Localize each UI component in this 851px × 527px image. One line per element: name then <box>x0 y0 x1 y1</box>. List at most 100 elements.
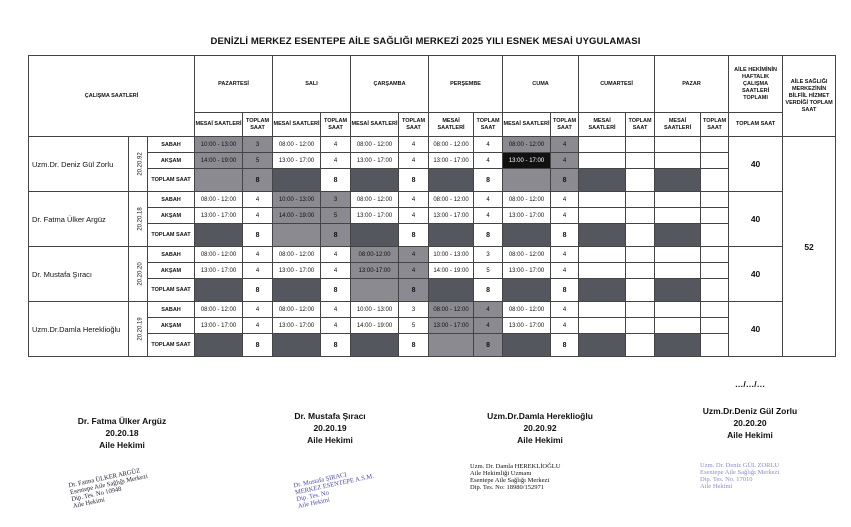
shaded-cell <box>194 223 244 247</box>
mesai-header: MESAİ SAATLERİ <box>578 112 627 137</box>
signature-name: Dr. Fatma Ülker Argüz <box>77 416 167 426</box>
mesai-cell <box>654 317 702 334</box>
mesai-cell: 13:00 - 17:00 <box>502 207 552 224</box>
weekly-sub-header: TOPLAM SAAT <box>728 112 784 137</box>
hours-cell <box>700 152 730 169</box>
shaded-cell <box>272 278 322 302</box>
mesai-cell <box>578 136 627 153</box>
mesai-cell <box>654 152 702 169</box>
shaded-cell <box>428 333 475 357</box>
shaded-cell <box>654 223 702 247</box>
signature-name: Uzm.Dr.Damla Hereklioğlu <box>487 411 593 421</box>
shaded-cell <box>502 278 552 302</box>
day-total-cell <box>625 278 656 302</box>
doctor-name: Uzm.Dr. Deniz Gül Zorlu <box>28 136 129 192</box>
signature-code: 20.20.20 <box>733 418 767 428</box>
mesai-header: MESAİ SAATLERİ <box>428 112 475 137</box>
table-row: TOPLAM SAAT 8 8 8 8 8 <box>29 223 836 247</box>
hours-cell: 4 <box>550 317 580 334</box>
mesai-cell: 08:00 - 12:00 <box>272 301 322 318</box>
hours-cell: 4 <box>398 191 430 208</box>
stamp-image: Dr. Fatma ÜLKER ARGÜZ Esentepe Aile Sağlı… <box>67 467 149 510</box>
day-total-cell: 8 <box>320 168 352 192</box>
mesai-cell: 13:00 - 17:00 <box>502 262 552 279</box>
row-label-toplam: TOPLAM SAAT <box>146 278 196 302</box>
day-header: SALI <box>272 55 352 113</box>
stamp-image: Uzm. Dr. Deniz GÜL ZORLU Esentepe Aile Sa… <box>700 462 780 490</box>
shaded-cell <box>578 333 627 357</box>
signature-role: Aile Hekimi <box>727 430 773 440</box>
shaded-cell <box>654 168 702 192</box>
toplam-header: TOPLAM SAAT <box>550 112 580 137</box>
mesai-cell: 10:00 - 13:00 <box>272 191 322 208</box>
hours-cell: 4 <box>398 207 430 224</box>
hours-cell: 3 <box>398 301 430 318</box>
table-row: AKŞAM 14:00 - 19:00 5 13:00 - 17:00 4 13:00 -… <box>29 152 836 169</box>
doctor-code: 20.20.19 <box>128 301 148 357</box>
mesai-cell: 14:00 - 19:00 <box>428 262 475 279</box>
signature-block: …/…/… Uzm.Dr.Deniz Gül Zorlu 20.20.20 Aile … <box>680 379 820 441</box>
mesai-cell: 08:00 - 12:00 <box>272 246 322 263</box>
hours-cell: 4 <box>398 136 430 153</box>
day-total-cell: 8 <box>473 333 504 357</box>
working-hours-header: ÇALIŞMA SAATLERİ <box>27 55 196 137</box>
row-label-sabah: SABAH <box>146 301 196 318</box>
table-row: AKŞAM 13:00 - 17:00 4 13:00 - 17:00 4 14:00 -… <box>29 317 836 334</box>
shaded-cell <box>272 168 322 192</box>
mesai-cell: 14:00 - 19:00 <box>272 207 322 224</box>
mesai-cell: 08:00 - 12:00 <box>272 136 322 153</box>
day-total-cell: 8 <box>473 223 504 247</box>
hours-cell <box>625 246 656 263</box>
hours-cell: 4 <box>398 246 430 263</box>
hours-cell <box>625 301 656 318</box>
mesai-cell: 13:00 - 17:00 <box>272 317 322 334</box>
shaded-cell <box>194 168 244 192</box>
stamp-image: Dr. Mustafa ŞIRACI MERKEZ ESENTEPE A.S.M.… <box>292 471 375 511</box>
hours-cell: 4 <box>550 136 580 153</box>
hours-cell: 4 <box>242 301 274 318</box>
day-total-cell <box>700 168 730 192</box>
day-total-cell: 8 <box>242 223 274 247</box>
hours-cell: 5 <box>242 152 274 169</box>
shaded-cell <box>578 168 627 192</box>
doctor-code: 20.20.92 <box>128 136 148 192</box>
hours-cell <box>625 207 656 224</box>
table-row: Uzm.Dr.Damla Hereklioğlu 20.20.19 SABAH 08:… <box>28 301 836 357</box>
weekly-total: 40 <box>728 246 784 302</box>
day-total-cell <box>700 278 730 302</box>
hours-cell <box>700 262 730 279</box>
doctor-code-text: 20.20.92 <box>137 152 144 176</box>
mesai-cell: 10:00 - 13:00 <box>194 136 244 153</box>
hours-cell: 4 <box>398 152 430 169</box>
hours-cell: 4 <box>242 317 274 334</box>
table-row: AKŞAM 13:00 - 17:00 4 14:00 - 19:00 5 13:00 -… <box>29 207 836 224</box>
mesai-cell: 13:00-17:00 <box>350 262 400 279</box>
signature-role: Aile Hekimi <box>99 440 145 450</box>
day-total-cell <box>700 223 730 247</box>
hours-cell: 4 <box>320 152 352 169</box>
shaded-cell <box>502 223 552 247</box>
table-row: Dr. Mustafa Şıracı 20.20.20 SABAH 08:00 - 1… <box>28 246 836 302</box>
mesai-cell <box>578 207 627 224</box>
day-total-cell: 8 <box>550 278 580 302</box>
mesai-cell: 08:00 - 12:00 <box>194 301 244 318</box>
mesai-cell <box>578 262 627 279</box>
row-label-sabah: SABAH <box>146 246 196 263</box>
shaded-cell <box>654 333 702 357</box>
mesai-cell: 08:00-12:00 <box>350 246 400 263</box>
day-total-cell: 8 <box>242 278 274 302</box>
signature-date: …/…/… <box>734 379 766 389</box>
shaded-cell <box>194 278 244 302</box>
row-label-aksam: AKŞAM <box>146 317 196 334</box>
mesai-header: MESAİ SAATLERİ <box>350 112 400 137</box>
doctor-code: 20.20.20 <box>128 246 148 302</box>
row-label-sabah: SABAH <box>146 136 196 153</box>
doctor-code-text: 20.20.18 <box>137 207 144 231</box>
mesai-cell: 13:00 - 17:00 <box>272 152 322 169</box>
mesai-cell: 08:00 - 12:00 <box>502 136 552 153</box>
mesai-cell: 13:00 - 17:00 <box>428 207 475 224</box>
hours-cell: 4 <box>473 317 504 334</box>
row-label-aksam: AKŞAM <box>146 152 196 169</box>
day-total-cell: 8 <box>398 333 430 357</box>
shaded-cell <box>502 168 552 192</box>
